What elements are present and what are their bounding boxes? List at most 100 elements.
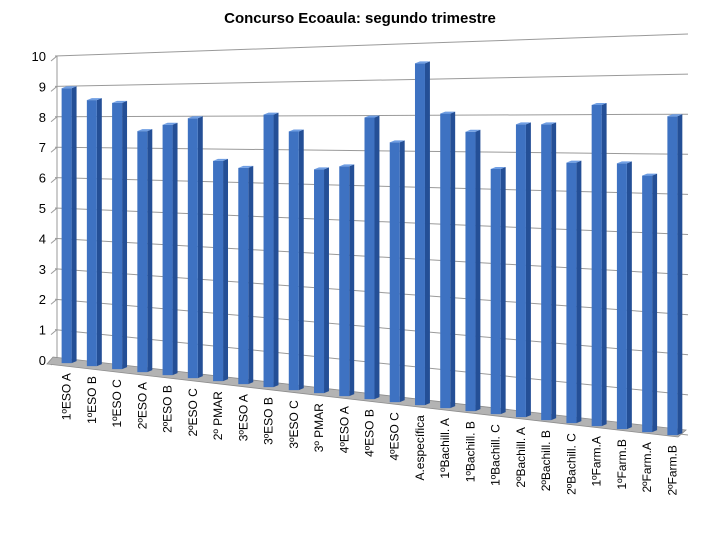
x-tick-label: 1ºFarm.A: [590, 436, 604, 486]
bar-front: [213, 160, 224, 382]
x-tick-label: 3ºESO C: [287, 400, 301, 449]
bar-front: [490, 168, 501, 415]
bar-front: [288, 131, 299, 391]
bar-side: [248, 165, 254, 385]
x-tick-label: 3ºESO A: [236, 394, 250, 441]
bar-front: [667, 116, 678, 436]
x-tick-label: 2ºESO B: [161, 385, 175, 433]
bar: [667, 114, 683, 436]
x-tick-label: 4ºESO A: [337, 406, 351, 453]
y-tick-label: 0: [39, 353, 46, 368]
x-tick-label: 1ºFarm.B: [615, 439, 629, 489]
bar-top: [187, 116, 203, 119]
bar-top: [137, 129, 153, 132]
x-tick-label: 1ºESO C: [110, 379, 124, 428]
x-tick-label: 1ºBachill. B: [463, 421, 477, 482]
bar-front: [263, 114, 274, 388]
gridline-tick: [50, 55, 58, 62]
x-tick-label: 2ºFarm.A: [640, 442, 654, 492]
bar-side: [273, 112, 279, 388]
gridline-tick: [50, 268, 58, 275]
x-tick-label: 1ºBachill. C: [489, 424, 503, 486]
bar-front: [187, 118, 198, 379]
bar-front: [112, 102, 123, 370]
bar-top: [364, 115, 380, 118]
bar-top: [440, 111, 456, 114]
bar-top: [86, 98, 102, 101]
bar: [339, 164, 355, 397]
bar-side: [399, 140, 405, 403]
x-tick-label: 2ºFarm.B: [665, 445, 679, 495]
bar-top: [238, 165, 254, 168]
y-tick-label: 7: [39, 140, 46, 155]
bar-front: [137, 131, 148, 373]
bar-top: [288, 129, 304, 132]
bar-side: [500, 166, 506, 415]
x-tick-label: 4ºESO C: [388, 412, 402, 461]
x-tick-label: 3ºESO B: [262, 397, 276, 445]
bar-side: [122, 100, 128, 370]
bar-top: [490, 166, 506, 169]
bar-front: [591, 104, 602, 427]
bar-front: [414, 63, 425, 406]
x-tick-label: A.específica: [413, 415, 427, 481]
bar-side: [197, 116, 203, 379]
bar: [263, 112, 279, 388]
y-tick-label: 8: [39, 110, 46, 125]
bar: [591, 102, 607, 427]
bar-side: [374, 115, 380, 400]
y-tick-label: 2: [39, 292, 46, 307]
bar: [389, 140, 405, 403]
bar-front: [465, 131, 476, 412]
bar-side: [677, 114, 683, 436]
bar-front: [642, 175, 653, 433]
bar: [213, 158, 229, 382]
x-tick-label: 1ºESO A: [60, 373, 74, 420]
bar-side: [551, 122, 557, 421]
bar-front: [541, 124, 552, 421]
bar: [314, 167, 329, 394]
bar: [440, 111, 456, 409]
bar: [162, 122, 178, 376]
bar-front: [566, 162, 577, 424]
bar: [238, 165, 254, 385]
bar-front: [238, 167, 249, 385]
bar-top: [61, 86, 77, 89]
y-tick-label: 4: [39, 231, 46, 246]
y-tick-label: 10: [32, 49, 46, 64]
y-tick-label: 5: [39, 201, 46, 216]
bar: [515, 122, 531, 418]
bar-side: [576, 160, 582, 424]
gridline-tick: [50, 86, 58, 92]
x-tick-label: 2ºESO C: [186, 388, 200, 437]
bar-side: [298, 129, 304, 391]
bar-front: [389, 142, 400, 403]
bar-side: [601, 102, 607, 427]
x-axis-ticks: 1ºESO A 1ºESO B 1ºESO C 2ºESO A 2ºESO B 2ºESO…: [60, 373, 680, 495]
gridline-tick: [50, 298, 58, 305]
bars: [61, 61, 683, 436]
bar-top: [642, 173, 658, 176]
bar: [364, 115, 380, 400]
bar-top: [389, 140, 405, 143]
bar-front: [364, 117, 375, 400]
gridline-tick: [50, 207, 58, 214]
bar-top: [314, 167, 329, 170]
bar-top: [591, 102, 607, 105]
bar-side: [71, 86, 77, 364]
bar: [112, 100, 128, 370]
bar: [465, 129, 481, 412]
bar-side: [626, 161, 632, 430]
x-tick-label: 2º PMAR: [211, 391, 225, 440]
x-tick-label: 2ºBachill. B: [539, 430, 553, 491]
bar: [616, 161, 632, 430]
bar-side: [652, 173, 658, 433]
gridline: [54, 113, 689, 118]
bar-front: [314, 169, 325, 394]
bar-top: [541, 122, 557, 125]
bar-front: [339, 166, 350, 397]
x-tick-label: 4ºESO B: [363, 409, 377, 457]
bar: [61, 86, 77, 364]
bar: [288, 129, 304, 391]
bar-top: [465, 129, 481, 132]
